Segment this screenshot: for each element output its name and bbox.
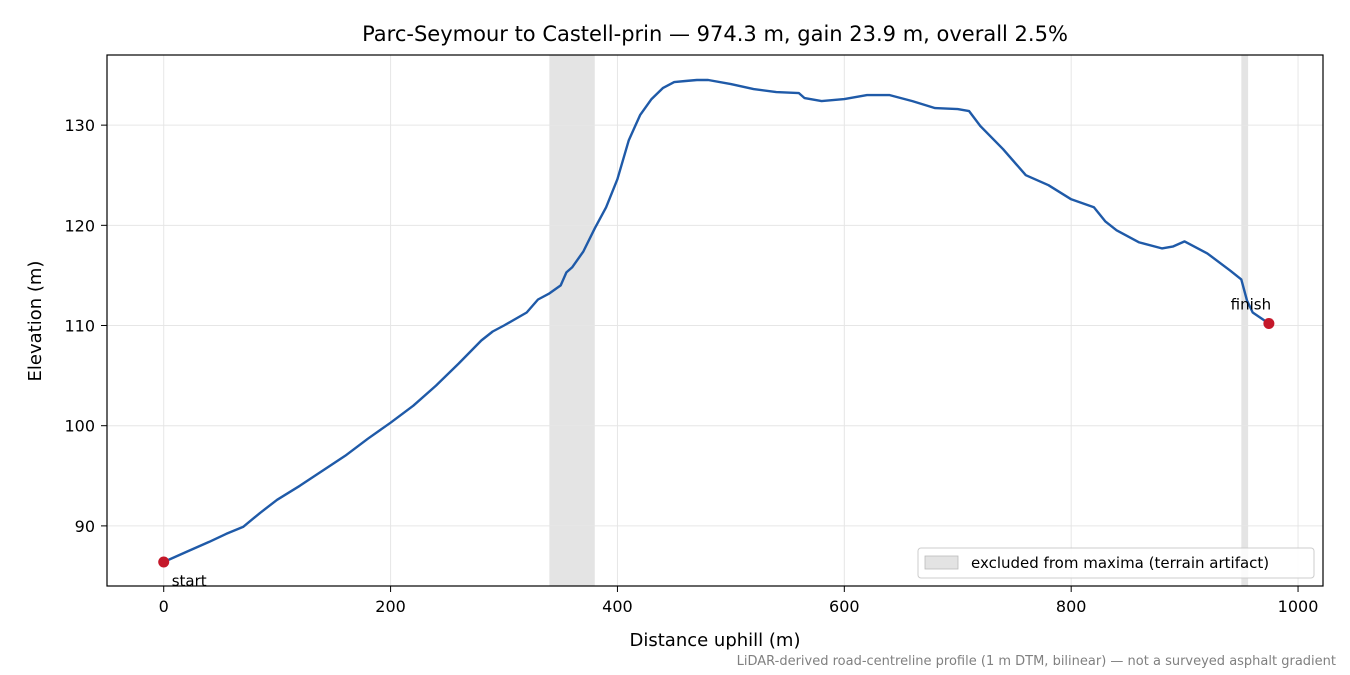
x-tick-label: 200 <box>375 597 406 616</box>
elevation-profile-line <box>162 78 1271 564</box>
grid <box>107 55 1323 586</box>
y-axis-ticks: 90 100 110 120 130 <box>64 116 107 536</box>
x-tick-label: 400 <box>602 597 633 616</box>
legend-box <box>917 547 1315 579</box>
x-tick-label: 600 <box>829 597 860 616</box>
shaded-regions <box>549 55 1249 586</box>
start-marker <box>158 556 170 568</box>
x-axis-ticks: 0 200 400 600 800 1000 <box>159 586 1319 616</box>
series-layer <box>162 78 1271 564</box>
x-tick-label: 1000 <box>1278 597 1319 616</box>
legend-swatch <box>924 555 959 570</box>
x-tick-label: 0 <box>159 597 169 616</box>
x-tick-label: 800 <box>1056 597 1087 616</box>
y-tick-label: 90 <box>75 517 95 536</box>
finish-label: finish <box>1231 296 1271 314</box>
plot-frame <box>106 54 1324 587</box>
footnote: LiDAR-derived road-centreline profile (1… <box>737 654 1336 669</box>
x-axis-label: Distance uphill (m) <box>630 630 801 651</box>
y-tick-label: 130 <box>64 116 95 135</box>
chart-title: Parc-Seymour to Castell-prin — 974.3 m, … <box>362 22 1068 46</box>
y-tick-label: 110 <box>64 317 95 336</box>
excluded-region-1 <box>1241 55 1249 586</box>
legend: excluded from maxima (terrain artifact) <box>917 547 1315 579</box>
markers: start finish <box>158 296 1275 590</box>
start-label: start <box>172 572 207 590</box>
excluded-region-0 <box>549 55 595 586</box>
y-axis-label: Elevation (m) <box>25 261 46 382</box>
finish-marker <box>1263 318 1275 330</box>
y-tick-label: 120 <box>64 216 95 235</box>
y-tick-label: 100 <box>64 417 95 436</box>
legend-label: excluded from maxima (terrain artifact) <box>971 554 1269 572</box>
